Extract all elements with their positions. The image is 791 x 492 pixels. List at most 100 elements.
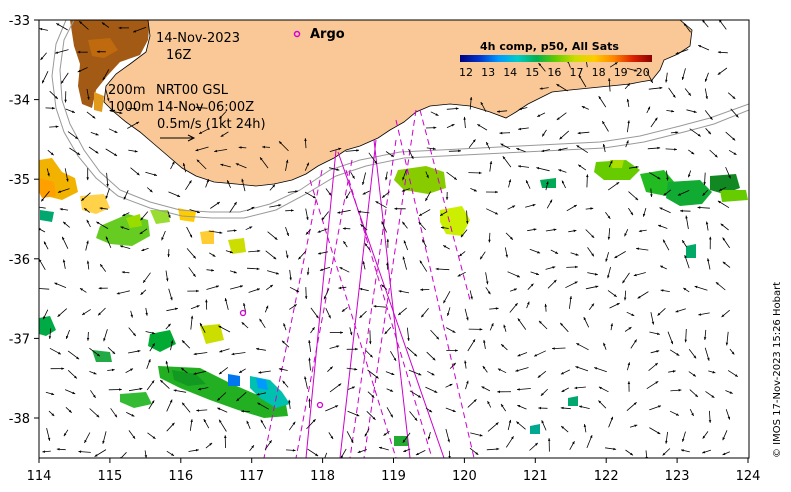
current-vector-head	[665, 440, 668, 444]
current-vector-head	[511, 436, 514, 440]
current-vector-head	[675, 51, 679, 55]
current-vector-head	[698, 313, 702, 316]
current-vector-head	[636, 247, 639, 250]
current-vector-head	[463, 116, 466, 120]
current-vector-head	[727, 416, 731, 420]
current-vector-head	[122, 213, 126, 216]
current-vector-head	[345, 195, 349, 199]
current-vector-head	[516, 274, 520, 278]
current-vector-head	[431, 372, 435, 376]
current-vector-head	[265, 305, 269, 309]
current-vector-head	[697, 133, 701, 137]
current-vector-head	[614, 255, 618, 258]
current-vector-head	[195, 148, 199, 152]
current-vector-head	[518, 107, 522, 111]
current-vector-head	[518, 165, 521, 168]
current-vector-head	[229, 250, 233, 254]
current-vector-head	[469, 97, 473, 100]
current-vector-head	[75, 136, 78, 139]
current-vector-head	[101, 22, 105, 26]
current-vector-head	[440, 226, 444, 229]
current-vector-head	[197, 210, 200, 214]
current-vector-head	[558, 148, 561, 151]
colorbar-tick-label: 19	[614, 66, 628, 79]
current-vector-head	[538, 406, 542, 410]
current-vector-head	[216, 202, 220, 205]
analysis-time-label: 14-Nov 06:00Z	[157, 100, 254, 115]
current-vector-head	[553, 228, 557, 231]
current-vector-head	[354, 367, 358, 371]
current-vector-head	[278, 204, 282, 207]
current-vector-head	[680, 209, 683, 213]
current-vector-head	[118, 26, 122, 30]
current-vector-head	[549, 199, 553, 203]
current-vector-head	[312, 327, 315, 331]
current-vector-head	[443, 245, 447, 248]
current-vector-head	[256, 288, 260, 291]
current-vector-head	[659, 86, 663, 90]
current-vector-head	[78, 450, 82, 453]
current-vector-head	[105, 195, 108, 199]
current-vector-head	[206, 179, 209, 183]
current-vector-head	[383, 433, 387, 436]
current-vector-head	[560, 406, 564, 410]
current-vector-head	[352, 175, 355, 179]
current-vector-head	[57, 351, 61, 355]
current-vector-head	[626, 140, 629, 144]
x-axis: 114115116117118119120121122123124125	[27, 458, 760, 484]
current-vector-head	[63, 433, 67, 437]
current-vector-head	[452, 409, 456, 412]
y-tick-label: -36	[9, 253, 30, 268]
current-vector-head	[133, 107, 137, 110]
current-vector-head	[319, 268, 323, 271]
current-vector-head	[613, 294, 617, 297]
current-vector-head	[100, 264, 103, 267]
current-vector-head	[575, 366, 579, 369]
current-vector-head	[68, 409, 72, 413]
current-vector-head	[236, 398, 240, 402]
current-vector-head	[427, 436, 431, 440]
current-vector-head	[627, 120, 630, 124]
current-vector-head	[695, 394, 698, 397]
current-vector-head	[114, 414, 117, 418]
current-vector-head	[293, 304, 297, 307]
current-vector-head	[81, 198, 85, 201]
current-vector-head	[541, 420, 544, 424]
current-vector-head	[705, 221, 709, 225]
current-vector-head	[251, 445, 254, 449]
current-vector-head	[216, 285, 219, 288]
current-vector-head	[455, 107, 459, 110]
current-vector-head	[62, 259, 66, 263]
current-vector-head	[429, 409, 433, 413]
current-vector-head	[657, 176, 661, 180]
colorbar-tick-label: 18	[592, 66, 606, 79]
current-vector-head	[447, 439, 450, 443]
current-vector-head	[656, 350, 660, 353]
current-vector-head	[165, 360, 169, 364]
current-vector-head	[537, 251, 541, 254]
current-vector-head	[282, 340, 285, 344]
current-vector-head	[692, 373, 696, 377]
current-vector-head	[219, 349, 223, 353]
current-vector-head	[569, 296, 572, 299]
current-vector-head	[256, 393, 260, 396]
current-vector-head	[375, 375, 379, 379]
current-vector-head	[576, 343, 580, 346]
current-vector-head	[96, 50, 100, 53]
current-vector-head	[87, 96, 90, 100]
current-vector-head	[541, 149, 545, 153]
current-vector-head	[381, 221, 384, 225]
bathymetry-contours	[51, 20, 749, 219]
current-vector-head	[500, 143, 504, 147]
current-vector-head	[259, 318, 262, 322]
current-vector-head	[42, 450, 46, 453]
current-vector-head	[306, 217, 309, 220]
current-vector-head	[688, 174, 691, 178]
colorbar-tick-label: 17	[570, 66, 584, 79]
current-vector-head	[547, 438, 551, 441]
current-vector-head	[401, 189, 405, 192]
current-vector-head	[350, 439, 354, 443]
current-vector-head	[671, 109, 675, 113]
current-vector-head	[190, 419, 193, 422]
